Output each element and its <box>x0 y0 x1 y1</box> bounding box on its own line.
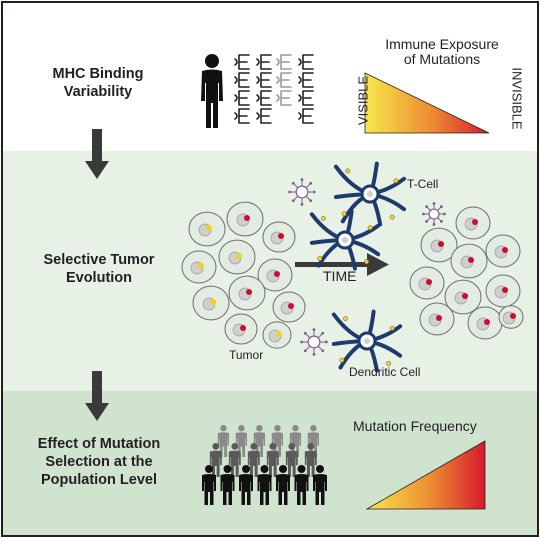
tumor-cell-icon <box>419 302 455 336</box>
mhc-allele-glyph <box>276 54 292 70</box>
tumor-cell-icon <box>455 206 491 240</box>
population-label-line2: Selection at the <box>45 454 153 470</box>
crowd-icon <box>202 425 327 505</box>
person-icon <box>294 465 309 505</box>
mhc-allele-glyph <box>234 90 250 106</box>
mutation-frequency-title: Mutation Frequency <box>353 418 477 434</box>
mhc-allele-glyph <box>234 108 250 124</box>
visible-label: VISIBLE <box>355 75 371 126</box>
mhc-allele-glyph <box>276 72 292 88</box>
virus-icon <box>300 328 328 356</box>
tumor-cell-icon <box>188 211 226 247</box>
person-icon <box>239 465 253 505</box>
population-effect-label: Effect of Mutation Selection at the Popu… <box>19 435 179 489</box>
tumor-cell-icon <box>218 239 256 275</box>
mhc-allele-glyph <box>234 72 250 88</box>
mhc-allele-glyph <box>234 54 250 70</box>
mhc-allele-glyph <box>256 90 272 106</box>
tumor-cell-icon <box>272 291 306 323</box>
frequency-gradient-triangle <box>365 440 486 510</box>
exposure-title-line1: Immune Exposure <box>385 36 499 52</box>
t-cell-label: T-Cell <box>407 177 439 191</box>
exposure-title-line2: of Mutations <box>403 51 481 67</box>
mhc-allele-glyph <box>298 108 314 124</box>
mhc-alleles <box>234 54 314 124</box>
person-icon <box>247 443 260 477</box>
tumor-cell-icon <box>262 221 296 253</box>
mhc-allele-glyph <box>298 90 314 106</box>
person-icon <box>201 54 223 128</box>
mhc-binding-label: MHC Binding Variability <box>23 65 173 101</box>
person-icon <box>276 465 290 505</box>
mhc-allele-glyph <box>276 90 292 106</box>
immune-exposure-title: Immune Exposure of Mutations <box>359 37 525 67</box>
dendritic-cell-icon <box>331 309 403 373</box>
tumor-cell-icon <box>498 305 524 329</box>
person-icon <box>228 443 241 477</box>
tumor-cell-icon <box>467 306 503 340</box>
down-arrow-icon <box>85 371 109 421</box>
person-icon <box>266 443 279 477</box>
person-icon <box>253 425 265 457</box>
population-label-line3: Population Level <box>40 472 157 488</box>
tumor-cell-icon <box>450 243 488 279</box>
tumor-cell-icon <box>181 250 217 284</box>
invisible-label: INVISIBLE <box>509 67 525 130</box>
person-icon <box>285 443 298 477</box>
person-icon <box>257 465 272 505</box>
person-icon <box>304 443 317 477</box>
person-icon <box>217 425 229 457</box>
tumor-cell-icon <box>257 258 293 292</box>
evolution-label-line2: Evolution <box>65 270 133 286</box>
down-arrow-icon <box>85 129 109 179</box>
tumor-cell-icon <box>224 313 258 345</box>
mhc-label-line2: Variability <box>63 84 133 100</box>
mhc-allele-glyph <box>256 72 272 88</box>
tumor-cell-icon <box>228 275 266 311</box>
evolution-label-line1: Selective Tumor <box>43 252 155 268</box>
person-icon <box>313 465 327 505</box>
dendritic-cell-label: Dendritic Cell <box>349 365 421 379</box>
person-icon <box>235 425 247 457</box>
tumor-cell-icon <box>226 201 264 237</box>
tumor-cell-icon <box>444 279 482 315</box>
mhc-allele-glyph <box>298 72 314 88</box>
virus-icon <box>422 202 446 226</box>
tumor-cell-icon <box>485 234 521 268</box>
tumor-cell-icon <box>420 227 458 263</box>
selective-evolution-label: Selective Tumor Evolution <box>21 251 177 287</box>
virus-icon <box>288 178 316 206</box>
dendritic-cell-icon <box>309 209 381 271</box>
person-icon <box>220 465 235 505</box>
mhc-allele-glyph <box>256 54 272 70</box>
right-arrow-icon <box>295 253 389 276</box>
mhc-allele-glyph <box>298 54 314 70</box>
tumor-cell-icon <box>485 274 521 308</box>
mhc-allele-glyph <box>256 108 272 124</box>
dendritic-cell-icon <box>333 161 407 227</box>
time-label: TIME <box>323 268 357 284</box>
tumor-after <box>409 206 524 340</box>
tumor-label: Tumor <box>229 348 264 362</box>
tumor-cell-icon <box>192 285 230 321</box>
person-icon <box>209 443 222 477</box>
person-icon <box>202 465 216 505</box>
visibility-gradient-triangle <box>364 72 490 134</box>
tumor-cell-icon <box>409 266 445 300</box>
tumor-cell-icon <box>262 321 292 349</box>
population-label-line1: Effect of Mutation <box>37 436 161 452</box>
mhc-label-line1: MHC Binding <box>52 66 144 82</box>
tumor-before <box>181 201 306 349</box>
